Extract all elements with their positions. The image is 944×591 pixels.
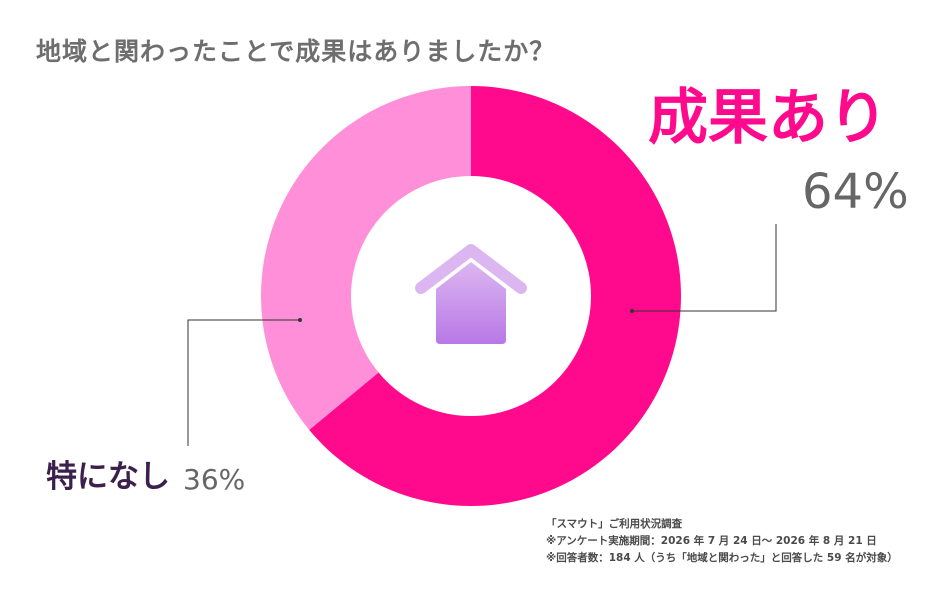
slice-percent-no: 36% xyxy=(183,463,246,496)
slice-label-yes: 成果あり xyxy=(648,83,888,153)
leader-line-yes xyxy=(632,224,777,312)
page-title: 地域と関わったことで成果はありましたか？ xyxy=(36,37,556,66)
house-icon xyxy=(415,244,527,344)
note-respondents: ※回答者数：184 人（うち「地域と関わった」と回答した 59 名が対象） xyxy=(546,552,898,564)
note-source: 「スマウト」ご利用状況調査 xyxy=(546,518,683,530)
leader-dot-yes xyxy=(630,309,634,313)
slice-label-no: 特になし xyxy=(46,459,170,495)
survey-notes: 「スマウト」ご利用状況調査 ※アンケート実施期間：2026 年 7 月 24 日… xyxy=(546,516,898,567)
leader-line-no xyxy=(187,319,300,446)
slice-percent-yes: 64% xyxy=(802,164,909,220)
leader-dot-no xyxy=(298,318,302,322)
note-period: ※アンケート実施期間：2026 年 7 月 24 日〜 2026 年 8 月 2… xyxy=(546,535,877,547)
